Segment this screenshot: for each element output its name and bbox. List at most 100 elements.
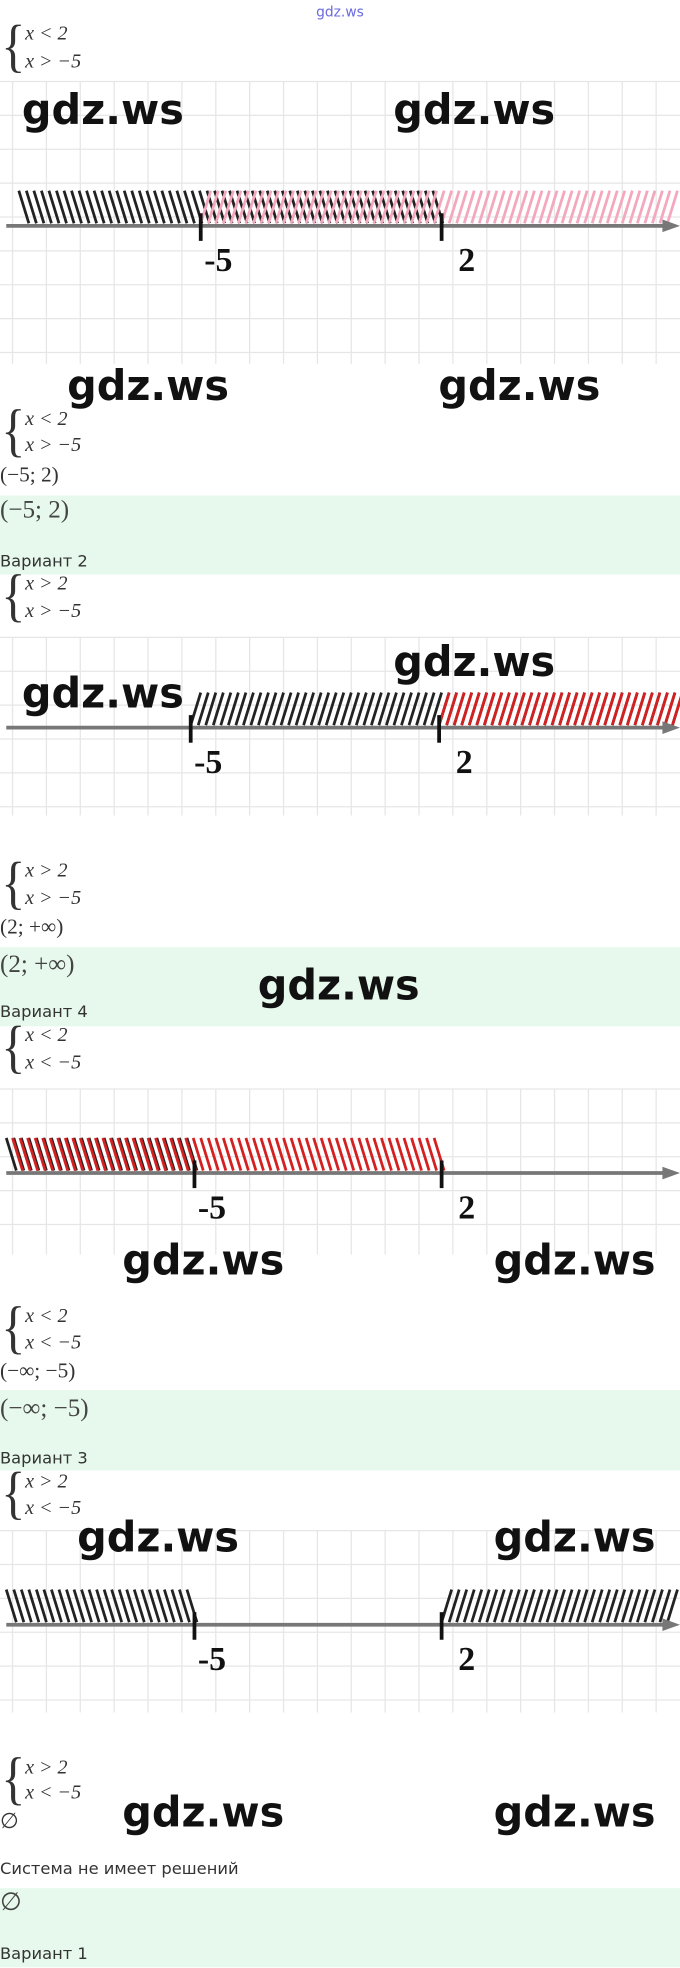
hatch [176, 1137, 190, 1171]
hatch [214, 190, 228, 224]
hatch [387, 190, 401, 224]
hatch [402, 1137, 416, 1171]
site-link[interactable]: gdz.ws [316, 5, 364, 21]
hatch [641, 692, 654, 726]
hatch [257, 692, 270, 726]
hatch [535, 692, 549, 726]
watermark: gdz.ws [122, 1236, 284, 1284]
hatch [71, 1137, 85, 1171]
math-line: x < 2 [24, 1305, 68, 1327]
hatch [505, 692, 519, 726]
hatch [206, 1137, 220, 1171]
hatch [500, 190, 514, 224]
hatch [199, 1137, 213, 1171]
hatch [312, 190, 326, 224]
hatch [580, 692, 594, 726]
hatch [244, 1137, 258, 1171]
hatch [168, 190, 181, 224]
hatch [100, 190, 113, 224]
hatch [282, 190, 295, 224]
hatch [332, 692, 346, 726]
hatch [628, 190, 642, 224]
hatch [237, 190, 250, 224]
hatch [267, 190, 280, 224]
arrow [662, 1166, 680, 1180]
hatch [636, 1589, 649, 1623]
hatch [410, 1137, 423, 1171]
hatch [42, 1589, 56, 1623]
hatch [648, 692, 662, 726]
hatch [47, 190, 61, 224]
hatch [221, 1137, 235, 1171]
hatch [86, 1137, 100, 1171]
hatch [334, 1137, 348, 1171]
hatch [342, 190, 356, 224]
hatch [530, 190, 544, 224]
hatch [154, 1137, 167, 1171]
hatch [538, 190, 551, 224]
hatch [48, 1137, 62, 1171]
hatch [643, 190, 657, 224]
hatch [95, 1589, 108, 1623]
watermark: gdz.ws [122, 1788, 284, 1836]
hatch [234, 692, 248, 726]
answer-box [0, 947, 680, 1027]
hatch [25, 190, 38, 224]
watermark: gdz.ws [393, 86, 555, 134]
hatch [327, 190, 341, 224]
hatch [415, 692, 428, 726]
hatch [462, 190, 476, 224]
hatch [4, 1137, 18, 1171]
hatch [145, 190, 159, 224]
hatch [392, 692, 406, 726]
hatch [12, 1589, 26, 1623]
hatch [568, 190, 581, 224]
hatch [183, 190, 196, 224]
hatch [252, 1137, 265, 1171]
hatch [467, 692, 481, 726]
hatch [63, 1137, 77, 1171]
brace: { [1, 851, 25, 915]
watermark: gdz.ws [67, 362, 229, 410]
hatch [452, 692, 466, 726]
hatch [598, 1589, 612, 1623]
math-line: x > 2 [24, 1471, 68, 1493]
hatch [229, 190, 243, 224]
hatch [402, 190, 416, 224]
hatch [249, 692, 263, 726]
hatch [485, 1589, 499, 1623]
answer: (2; +∞) [0, 951, 75, 978]
hatch [101, 1137, 115, 1171]
arrow [662, 219, 680, 233]
hatch [130, 190, 144, 224]
hatch [492, 190, 506, 224]
hatch [558, 692, 571, 726]
hatch [417, 1137, 431, 1171]
hatch [380, 190, 393, 224]
hatch [161, 1137, 175, 1171]
hatch [565, 692, 579, 726]
hatch [422, 692, 436, 726]
hatch [27, 1589, 41, 1623]
hatch [26, 1137, 39, 1171]
hatch [327, 1137, 341, 1171]
hatch [18, 1137, 32, 1171]
point-label: -5 [204, 242, 232, 279]
hatch [304, 1137, 318, 1171]
hatch [508, 1589, 521, 1623]
hatch [347, 692, 361, 726]
variant-label: Вариант 1 [0, 1944, 88, 1963]
brace: { [1, 1461, 25, 1525]
hatch [545, 190, 559, 224]
hatch [560, 1589, 574, 1623]
hatch [227, 692, 240, 726]
hatch [122, 190, 136, 224]
watermark: gdz.ws [494, 1788, 656, 1836]
hatch [620, 1589, 634, 1623]
result: ∅ [0, 1809, 19, 1833]
hatch [658, 190, 672, 224]
hatch [115, 190, 129, 224]
hatch [568, 1589, 581, 1623]
hatch [395, 190, 408, 224]
watermark: gdz.ws [494, 1236, 656, 1284]
